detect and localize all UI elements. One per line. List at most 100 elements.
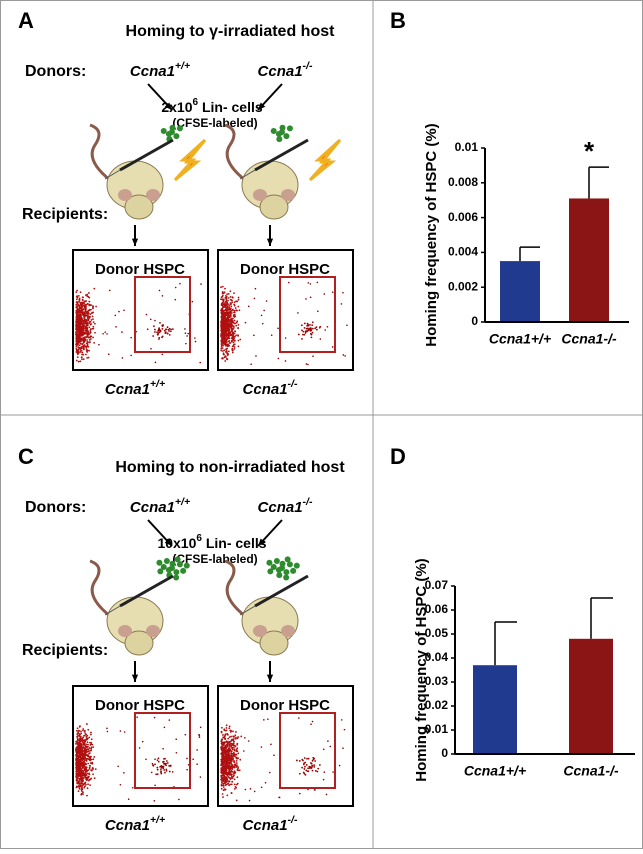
event-dot <box>83 755 85 757</box>
event-dot <box>162 767 164 769</box>
mouse-ear <box>281 189 295 201</box>
event-dot <box>308 766 310 768</box>
event-dot <box>220 753 222 755</box>
event-dot <box>303 772 305 774</box>
event-dot <box>230 731 232 733</box>
event-dot <box>231 348 233 350</box>
event-dot <box>234 330 236 332</box>
event-dot <box>78 328 80 330</box>
event-dot <box>307 364 309 366</box>
event-dot <box>166 760 168 762</box>
event-dot <box>192 301 194 303</box>
event-dot <box>236 743 238 745</box>
event-dot <box>237 306 239 308</box>
event-dot <box>324 329 326 331</box>
event-dot <box>231 771 233 773</box>
x-tick-label: Ccna1-/- <box>561 331 617 347</box>
event-dot <box>285 360 287 362</box>
event-dot <box>82 334 84 336</box>
event-dot <box>106 333 108 335</box>
event-dot <box>86 795 88 797</box>
event-dot <box>230 296 232 298</box>
event-dot <box>75 348 77 350</box>
panel-letter: D <box>390 444 406 469</box>
event-dot <box>305 774 307 776</box>
event-dot <box>76 730 78 732</box>
event-dot <box>222 736 224 738</box>
event-dot <box>80 731 82 733</box>
event-dot <box>224 331 226 333</box>
gene: Ccna1 <box>130 63 175 80</box>
event-dot <box>76 319 78 321</box>
event-dot <box>234 755 236 757</box>
event-dot <box>178 799 180 801</box>
event-dot <box>298 717 300 719</box>
event-dot <box>238 299 240 301</box>
event-dot <box>85 734 87 736</box>
event-dot <box>157 333 159 335</box>
event-dot <box>82 728 84 730</box>
event-dot <box>221 727 223 729</box>
event-dot <box>233 314 235 316</box>
event-dot <box>200 776 202 778</box>
event-dot <box>77 738 79 740</box>
gate-label: Donor HSPC <box>95 261 185 278</box>
event-dot <box>196 749 198 751</box>
event-dot <box>222 294 224 296</box>
event-dot <box>192 758 194 760</box>
event-dot <box>266 300 268 302</box>
event-dot <box>237 737 239 739</box>
event-dot <box>80 314 82 316</box>
event-dot <box>310 723 312 725</box>
event-dot <box>332 771 334 773</box>
recipients-label: Recipients: <box>22 642 108 659</box>
event-dot <box>303 334 305 336</box>
event-dot <box>107 731 109 733</box>
event-dot <box>196 763 198 765</box>
event-dot <box>86 336 88 338</box>
event-dot <box>75 343 77 345</box>
event-dot <box>82 791 84 793</box>
event-dot <box>312 770 314 772</box>
event-dot <box>221 333 223 335</box>
event-dot <box>221 788 223 790</box>
event-dot <box>92 315 94 317</box>
event-dot <box>184 328 186 330</box>
event-dot <box>326 794 328 796</box>
event-dot <box>158 327 160 329</box>
event-dot <box>245 789 247 791</box>
event-dot <box>273 754 275 756</box>
event-dot <box>86 339 88 341</box>
cells-icon <box>184 563 190 569</box>
event-dot <box>225 303 227 305</box>
event-dot <box>79 738 81 740</box>
event-dot <box>81 739 83 741</box>
event-dot <box>327 326 329 328</box>
event-dot <box>224 738 226 740</box>
event-dot <box>232 777 234 779</box>
event-dot <box>80 291 82 293</box>
event-dot <box>81 788 83 790</box>
event-dot <box>156 331 158 333</box>
event-dot <box>85 294 87 296</box>
gene: Ccna1 <box>243 817 288 834</box>
event-dot <box>307 323 309 325</box>
event-dot <box>89 332 91 334</box>
event-dot <box>85 758 87 760</box>
event-dot <box>227 743 229 745</box>
event-dot <box>75 304 77 306</box>
event-dot <box>229 290 231 292</box>
event-dot <box>90 756 92 758</box>
event-dot <box>222 793 224 795</box>
event-dot <box>80 778 82 780</box>
event-dot <box>79 788 81 790</box>
event-dot <box>278 358 280 360</box>
event-dot <box>232 318 234 320</box>
event-dot <box>262 323 264 325</box>
event-dot <box>226 297 228 299</box>
event-dot <box>225 764 227 766</box>
event-dot <box>222 779 224 781</box>
cells-icon <box>156 560 162 566</box>
event-dot <box>82 781 84 783</box>
event-dot <box>80 758 82 760</box>
